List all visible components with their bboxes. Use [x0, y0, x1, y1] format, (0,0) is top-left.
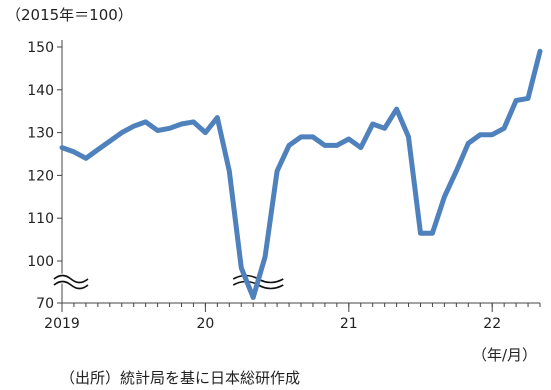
data-point	[299, 135, 303, 139]
data-point	[275, 169, 279, 173]
axis-break-left	[50, 273, 92, 291]
data-point	[454, 169, 458, 173]
data-point	[239, 266, 243, 270]
data-point	[478, 133, 482, 137]
data-point	[60, 146, 64, 150]
data-point	[263, 255, 267, 259]
y-tick-label-70: 70	[36, 296, 54, 312]
data-point	[168, 126, 172, 130]
data-point	[144, 120, 148, 124]
data-point	[502, 126, 506, 130]
data-point	[156, 128, 160, 132]
data-point	[108, 139, 112, 143]
y-tick-label-140: 140	[27, 83, 54, 99]
data-point	[120, 131, 124, 135]
data-point	[96, 148, 100, 152]
x-tick-label-21: 21	[340, 316, 358, 332]
data-point	[419, 231, 423, 235]
break-mask	[50, 273, 92, 291]
data-point	[323, 143, 327, 147]
data-point	[84, 156, 88, 160]
data-point	[359, 146, 363, 150]
data-point	[430, 231, 434, 235]
data-point	[490, 133, 494, 137]
series-layer	[59, 48, 543, 300]
data-point	[215, 116, 219, 120]
y-tick-label-130: 130	[27, 126, 54, 142]
data-point	[287, 143, 291, 147]
data-point	[538, 49, 542, 53]
break-line-lower	[53, 280, 89, 290]
data-point	[251, 295, 255, 299]
y-tick-label-110: 110	[27, 211, 54, 227]
data-point	[383, 126, 387, 130]
y-tick-label-120: 120	[27, 168, 54, 184]
y-axis-ticks	[57, 46, 541, 312]
x-tick-label-20: 20	[196, 316, 214, 332]
data-point	[72, 150, 76, 154]
data-point	[132, 124, 136, 128]
tick-labels: 70 100 110 120 130 140 150 2019 20 21 22	[27, 40, 501, 332]
break-line-upper	[53, 274, 89, 284]
data-point	[395, 107, 399, 111]
source-note: （出所）統計局を基に日本総研作成	[60, 369, 301, 387]
y-tick-label-100: 100	[27, 254, 54, 270]
data-point	[203, 131, 207, 135]
data-point	[311, 135, 315, 139]
axes	[61, 40, 540, 304]
data-point	[407, 135, 411, 139]
series-line	[59, 48, 543, 300]
data-point	[335, 143, 339, 147]
data-point	[180, 122, 184, 126]
y-tick-label-150: 150	[27, 40, 54, 56]
data-point	[442, 195, 446, 199]
data-point	[347, 137, 351, 141]
data-point	[191, 120, 195, 124]
data-point	[227, 169, 231, 173]
data-point	[371, 122, 375, 126]
data-point	[466, 141, 470, 145]
x-tick-label-2019: 2019	[44, 316, 80, 332]
data-point	[514, 99, 518, 103]
data-point	[526, 96, 530, 100]
x-tick-label-22: 22	[483, 316, 501, 332]
x-axis-period-label: （年/月）	[472, 346, 538, 364]
y-axis-unit-label: （2015年＝100）	[6, 6, 133, 24]
